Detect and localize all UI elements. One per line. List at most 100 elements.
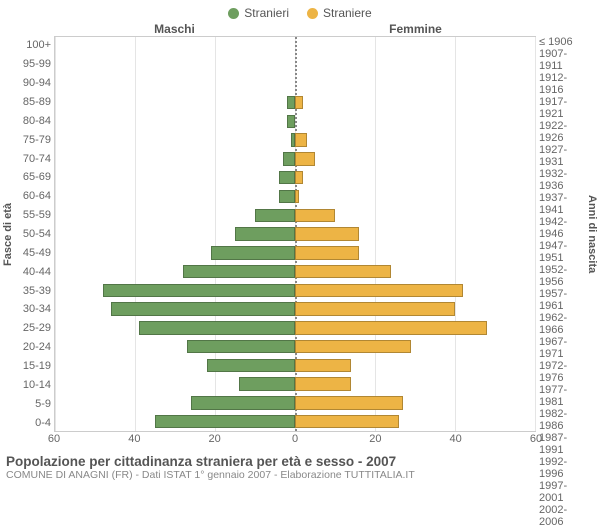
age-label: 30-34 (16, 300, 54, 319)
bar-male (187, 340, 295, 354)
age-label: 20-24 (16, 338, 54, 357)
pyramid-row (55, 37, 535, 56)
birth-year-label: 1977-1981 (536, 384, 584, 408)
birth-year-label: 1937-1941 (536, 192, 584, 216)
bar-male (235, 227, 295, 241)
legend-swatch-male (228, 8, 239, 19)
pyramid-row (55, 187, 535, 206)
pyramid-row (55, 150, 535, 169)
age-label: 60-64 (16, 187, 54, 206)
bar-female (295, 359, 351, 373)
age-label: 55-59 (16, 206, 54, 225)
pyramid-row (55, 337, 535, 356)
x-tick-label: 20 (209, 433, 221, 445)
pyramid-row (55, 225, 535, 244)
birth-year-label: 1952-1956 (536, 264, 584, 288)
header-male: Maschi (54, 22, 295, 36)
age-label: 35-39 (16, 281, 54, 300)
age-label: 65-69 (16, 168, 54, 187)
birth-year-label: 1912-1916 (536, 72, 584, 96)
bar-male (239, 377, 295, 391)
x-tick-label: 0 (292, 433, 298, 445)
bar-male (183, 265, 295, 279)
y-axis-label-left: Fasce di età (0, 36, 16, 432)
bar-female (295, 227, 359, 241)
birth-year-labels: ≤ 19061907-19111912-19161917-19211922-19… (536, 36, 584, 432)
y-axis-label-right: Anni di nascita (584, 36, 600, 432)
birth-year-label: 1982-1986 (536, 408, 584, 432)
age-label: 5-9 (16, 394, 54, 413)
age-label: 95-99 (16, 55, 54, 74)
birth-year-label: 1962-1966 (536, 312, 584, 336)
age-label: 40-44 (16, 262, 54, 281)
birth-year-label: 1997-2001 (536, 480, 584, 504)
x-tick-label: 20 (369, 433, 381, 445)
age-label: 10-14 (16, 375, 54, 394)
legend-label-male: Stranieri (244, 6, 289, 20)
age-label: 90-94 (16, 74, 54, 93)
pyramid-row (55, 318, 535, 337)
bar-male (255, 209, 295, 223)
pyramid-row (55, 56, 535, 75)
birth-year-label: 1922-1926 (536, 120, 584, 144)
bar-male (155, 415, 295, 429)
birth-year-label: 2002-2006 (536, 504, 584, 528)
pyramid-row (55, 262, 535, 281)
pyramid-row (55, 243, 535, 262)
header-female: Femmine (295, 22, 536, 36)
birth-year-label: 1927-1931 (536, 144, 584, 168)
pyramid-row (55, 412, 535, 431)
bar-male (279, 171, 295, 185)
age-label: 80-84 (16, 111, 54, 130)
bar-male (191, 396, 295, 410)
age-label: 45-49 (16, 243, 54, 262)
bar-female (295, 190, 299, 204)
age-labels: 100+95-9990-9485-8980-8475-7970-7465-696… (16, 36, 54, 432)
pyramid-row (55, 375, 535, 394)
birth-year-label: 1947-1951 (536, 240, 584, 264)
bar-female (295, 415, 399, 429)
chart-subtitle: COMUNE DI ANAGNI (FR) - Dati ISTAT 1° ge… (6, 469, 594, 481)
bar-male (211, 246, 295, 260)
bar-female (295, 265, 391, 279)
plot-area (54, 36, 536, 432)
bar-female (295, 377, 351, 391)
bar-male (103, 284, 295, 298)
birth-year-label: 1972-1976 (536, 360, 584, 384)
birth-year-label: ≤ 1906 (536, 36, 584, 48)
age-label: 85-89 (16, 93, 54, 112)
bar-female (295, 96, 303, 110)
legend-label-female: Straniere (323, 6, 372, 20)
age-label: 75-79 (16, 130, 54, 149)
legend-item-male: Stranieri (228, 6, 289, 20)
pyramid-row (55, 112, 535, 131)
pyramid-row (55, 131, 535, 150)
bar-male (287, 96, 295, 110)
bar-female (295, 340, 411, 354)
birth-year-label: 1987-1991 (536, 432, 584, 456)
age-label: 0-4 (16, 413, 54, 432)
birth-year-label: 1932-1936 (536, 168, 584, 192)
age-label: 15-19 (16, 357, 54, 376)
bar-female (295, 302, 455, 316)
chart-title: Popolazione per cittadinanza straniera p… (6, 454, 594, 469)
x-tick-label: 60 (48, 433, 60, 445)
pyramid-chart: Fasce di età 100+95-9990-9485-8980-8475-… (0, 36, 600, 432)
bar-male (139, 321, 295, 335)
bar-female (295, 284, 463, 298)
pyramid-row (55, 168, 535, 187)
birth-year-label: 1992-1996 (536, 456, 584, 480)
x-tick-label: 60 (530, 433, 542, 445)
bar-male (287, 115, 295, 129)
legend: Stranieri Straniere (0, 0, 600, 20)
pyramid-row (55, 356, 535, 375)
legend-swatch-female (307, 8, 318, 19)
bar-female (295, 396, 403, 410)
age-label: 50-54 (16, 225, 54, 244)
x-tick-label: 40 (128, 433, 140, 445)
legend-item-female: Straniere (307, 6, 372, 20)
birth-year-label: 1907-1911 (536, 48, 584, 72)
bar-female (295, 171, 303, 185)
pyramid-row (55, 300, 535, 319)
bar-male (283, 152, 295, 166)
